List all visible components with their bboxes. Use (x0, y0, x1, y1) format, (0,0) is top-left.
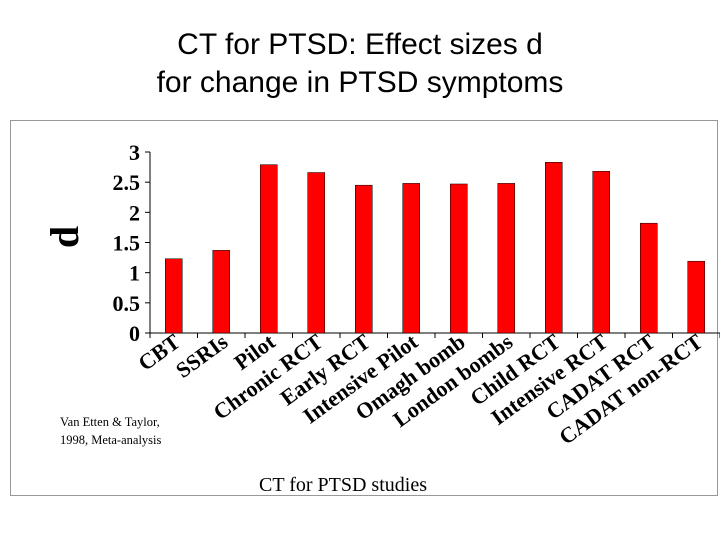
bar (640, 222, 658, 334)
bar (355, 184, 373, 334)
y-tick-label: 0 (129, 321, 140, 346)
title-line-2: for change in PTSD symptoms (156, 66, 564, 99)
bar (260, 164, 278, 334)
source-note-line-2: 1998, Meta-analysis (60, 433, 162, 447)
bar (687, 260, 705, 334)
bar (402, 183, 420, 334)
y-tick-label: 2 (129, 200, 140, 225)
x-tick-label: SSRIs (171, 329, 233, 383)
bar (165, 258, 183, 334)
y-tick-label: 2.5 (113, 170, 141, 195)
bar (212, 250, 230, 334)
y-tick-label: 3 (129, 140, 140, 165)
bar (450, 183, 468, 334)
bar (545, 162, 563, 334)
y-tick-label: 1 (129, 261, 140, 286)
x-axis-label: CT for PTSD studies (259, 474, 427, 496)
y-tick-label: 0.5 (113, 291, 141, 316)
source-note: Van Etten & Taylor, 1998, Meta-analysis (60, 413, 161, 449)
y-axis-label: d (42, 226, 87, 248)
bar (307, 172, 325, 334)
source-note-line-1: Van Etten & Taylor, (60, 415, 160, 429)
y-tick-label: 1.5 (113, 231, 141, 256)
title-line-1: CT for PTSD: Effect sizes d (177, 28, 543, 61)
chart-frame (10, 120, 718, 496)
chart-title: CT for PTSD: Effect sizes d for change i… (0, 26, 720, 102)
bar (592, 171, 610, 334)
bar (497, 183, 515, 334)
